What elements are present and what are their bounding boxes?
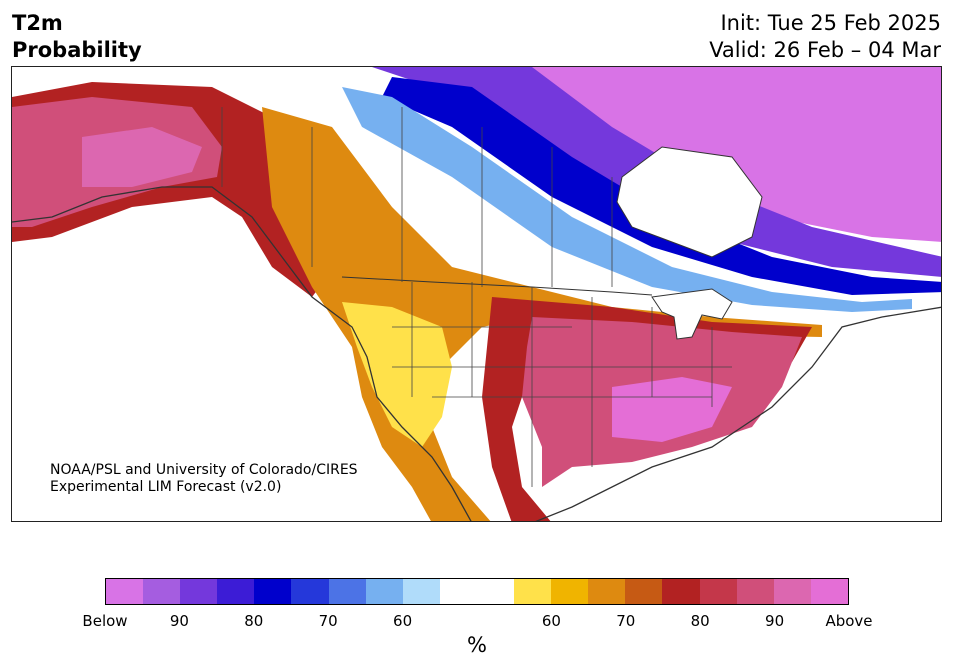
region-below-core — [382, 77, 941, 295]
colorbar-segment — [810, 579, 848, 604]
colorbar-segment — [180, 579, 218, 604]
colorbar-tick-label: 90 — [169, 612, 189, 630]
chart-title: T2m Probability — [12, 10, 142, 64]
colorbar-segment — [514, 579, 552, 604]
title-variable: T2m — [12, 11, 63, 35]
probability-map: NOAA/PSL and University of Colorado/CIRE… — [11, 66, 942, 522]
map-svg — [12, 67, 941, 521]
region-below-light — [342, 87, 912, 312]
colorbar-segment — [625, 579, 663, 604]
colorbar-tick-label: 70 — [318, 612, 338, 630]
colorbar-segment — [476, 579, 515, 604]
colorbar-segment — [736, 579, 774, 604]
colorbar-tick-label: 70 — [616, 612, 636, 630]
colorbar-segment — [217, 579, 255, 604]
state-borders — [392, 282, 732, 487]
colorbar-segment — [365, 579, 403, 604]
colorbar-segment — [773, 579, 811, 604]
colorbar-segment — [106, 579, 144, 604]
region-neutral-band — [332, 107, 852, 322]
colorbar-tick-label: 80 — [690, 612, 710, 630]
hudson-bay — [616, 146, 763, 258]
colorbar-segment — [143, 579, 181, 604]
credit-line1: NOAA/PSL and University of Colorado/CIRE… — [50, 462, 358, 478]
colorbar-unit-label: % — [467, 633, 487, 657]
great-lakes — [651, 288, 733, 340]
colorbar-segment — [551, 579, 589, 604]
colorbar-segment — [402, 579, 440, 604]
credit-line2: Experimental LIM Forecast (v2.0) — [50, 479, 282, 495]
colorbar-segment — [588, 579, 626, 604]
coastline — [12, 186, 941, 521]
colorbar-tick-label: 90 — [765, 612, 785, 630]
colorbar-segment — [439, 579, 477, 604]
region-above-light-west — [342, 302, 452, 447]
colorbar-tick-label: 80 — [244, 612, 264, 630]
colorbar-tick-label: Above — [825, 612, 873, 630]
colorbar-segment — [328, 579, 366, 604]
forecast-dates: Init: Tue 25 Feb 2025 Valid: 26 Feb – 04… — [709, 10, 941, 64]
init-date: Init: Tue 25 Feb 2025 — [720, 11, 941, 35]
colorbar-tick-label: 60 — [393, 612, 413, 630]
colorbar-segment — [662, 579, 700, 604]
region-above-max-east — [612, 377, 732, 442]
colorbar — [105, 578, 849, 605]
canada-province-borders — [221, 107, 613, 287]
colorbar-segment — [291, 579, 329, 604]
title-type: Probability — [12, 38, 142, 62]
colorbar-tick-label: Below — [82, 612, 128, 630]
colorbar-segment — [699, 579, 737, 604]
valid-range: Valid: 26 Feb – 04 Mar — [709, 38, 941, 62]
colorbar-tick-label: 60 — [541, 612, 561, 630]
credit-text: NOAA/PSL and University of Colorado/CIRE… — [50, 462, 358, 496]
colorbar-segment — [254, 579, 292, 604]
region-above-max-alaska — [82, 127, 202, 187]
